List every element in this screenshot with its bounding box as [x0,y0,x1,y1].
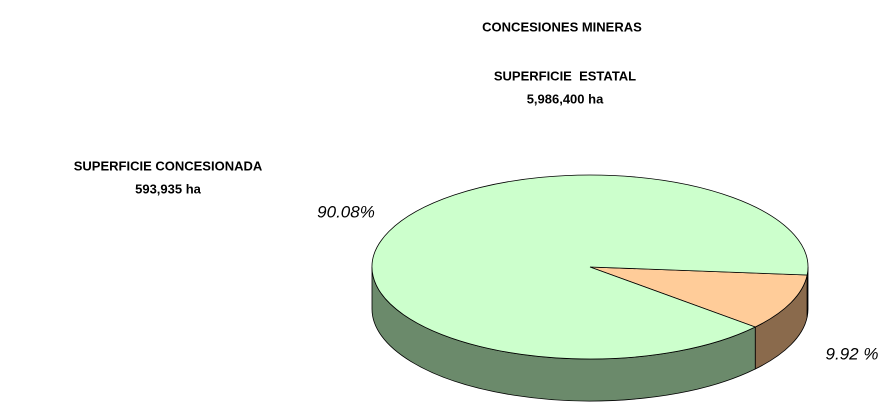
annotation: SUPERFICIE ESTATAL [494,68,636,83]
annotation: SUPERFICIE CONCESIONADA [74,158,263,173]
annotation: 5,986,400 ha [527,91,604,106]
pie-tops [371,174,809,360]
annotation: 593,935 ha [135,181,202,196]
pie-slice [589,266,808,328]
value-label: 90.08% [317,202,375,221]
value-label: 9.92 % [826,344,879,363]
chart-title: CONCESIONES MINERAS [482,19,642,34]
pie-slice [371,174,809,360]
